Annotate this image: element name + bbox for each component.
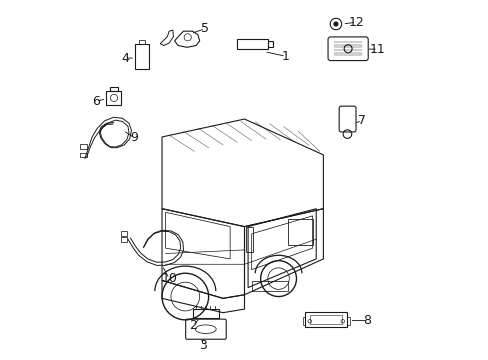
Bar bbox=[135, 44, 148, 69]
Text: 1: 1 bbox=[281, 50, 289, 63]
Text: 8: 8 bbox=[363, 314, 371, 327]
Bar bbox=[106, 91, 121, 105]
Text: 4: 4 bbox=[121, 51, 129, 64]
Bar bbox=[252, 281, 287, 291]
Text: 3: 3 bbox=[198, 339, 206, 352]
Bar bbox=[267, 41, 272, 47]
Bar bbox=[80, 144, 86, 149]
Text: 5: 5 bbox=[201, 22, 209, 35]
Bar bbox=[192, 309, 219, 318]
Text: 9: 9 bbox=[130, 131, 138, 144]
Circle shape bbox=[333, 22, 338, 27]
Bar bbox=[80, 153, 86, 157]
Text: 11: 11 bbox=[369, 42, 385, 55]
Text: 7: 7 bbox=[357, 114, 366, 127]
Bar bbox=[305, 312, 346, 327]
Text: 6: 6 bbox=[92, 95, 100, 108]
Bar bbox=[121, 237, 127, 242]
Bar bbox=[237, 39, 267, 49]
Bar bbox=[302, 318, 305, 325]
Bar bbox=[139, 40, 145, 44]
Bar bbox=[246, 226, 252, 252]
Bar bbox=[309, 315, 342, 324]
Bar bbox=[346, 318, 349, 325]
Text: 2: 2 bbox=[189, 319, 197, 332]
Bar bbox=[287, 220, 312, 244]
Bar bbox=[121, 231, 127, 235]
Text: 10: 10 bbox=[161, 272, 177, 285]
Text: 12: 12 bbox=[348, 16, 364, 29]
Bar bbox=[109, 87, 117, 91]
